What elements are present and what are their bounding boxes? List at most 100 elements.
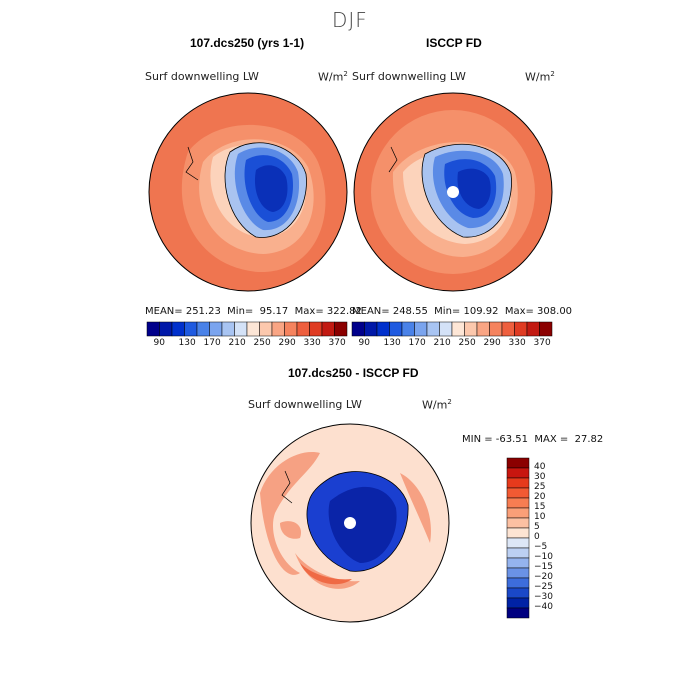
diff-colorbar-swatch: [506, 537, 530, 549]
right-colorbar-swatch: [489, 321, 503, 337]
left-panel-title: 107.dcs250 (yrs 1-1): [190, 36, 305, 50]
right-colorbar-tick-label: 90: [358, 338, 370, 348]
diff-colorbar-tick-label: 25: [534, 482, 546, 492]
diff-colorbar-swatch: [506, 527, 530, 539]
right-colorbar-swatch: [364, 321, 378, 337]
left-panel-stats: MEAN= 251.23 Min= 95.17 Max= 322.82: [145, 306, 362, 317]
right-colorbar-swatch: [501, 321, 515, 337]
left-polar-map: [148, 92, 348, 292]
left-colorbar: [146, 321, 348, 337]
diff-colorbar-swatch: [506, 507, 530, 519]
right-colorbar-swatch: [526, 321, 540, 337]
left-colorbar-swatch: [246, 321, 260, 337]
right-colorbar-swatch: [439, 321, 453, 337]
diff-colorbar-tick-label: 0: [534, 532, 540, 542]
right-colorbar-tick-label: 250: [458, 338, 476, 348]
diff-colorbar-swatch: [506, 597, 530, 609]
diff-colorbar-swatch: [506, 477, 530, 489]
left-colorbar-ticks: 90 130 170 210 250 290 330 370: [147, 338, 347, 350]
left-colorbar-swatch: [284, 321, 298, 337]
diff-colorbar-tick-label: −10: [534, 552, 553, 562]
diff-panel-stats: MIN = -63.51 MAX = 27.82: [462, 434, 604, 445]
diff-colorbar-tick-label: −5: [534, 542, 548, 552]
left-colorbar-swatch: [309, 321, 323, 337]
left-units-base: W/m: [318, 70, 344, 84]
diff-colorbar-tick-label: 40: [534, 462, 546, 472]
right-colorbar-swatch: [451, 321, 465, 337]
diff-colorbar-tick-label: −15: [534, 562, 553, 572]
left-colorbar-tick-label: 250: [253, 338, 271, 348]
left-colorbar-swatch: [196, 321, 210, 337]
diff-colorbar-tick-label: 5: [534, 522, 540, 532]
diff-colorbar-swatch: [506, 557, 530, 569]
diff-colorbar: [506, 457, 530, 619]
right-colorbar-tick-label: 170: [408, 338, 426, 348]
left-colorbar-swatch: [171, 321, 185, 337]
left-colorbar-swatch: [209, 321, 223, 337]
left-colorbar-swatch: [184, 321, 198, 337]
right-panel-units: W/m2: [525, 70, 555, 84]
right-colorbar-swatch: [539, 321, 553, 337]
right-colorbar-tick-label: 370: [533, 338, 551, 348]
left-colorbar-tick-label: 130: [178, 338, 196, 348]
right-colorbar-swatch: [426, 321, 440, 337]
diff-units-base: W/m: [422, 398, 448, 412]
left-colorbar-swatch: [271, 321, 285, 337]
diff-colorbar-swatch: [506, 517, 530, 529]
left-colorbar-swatch: [146, 321, 160, 337]
left-colorbar-tick-label: 90: [153, 338, 165, 348]
left-colorbar-swatch: [234, 321, 248, 337]
diff-units-exp: 2: [447, 398, 452, 406]
diff-colorbar-swatch: [506, 577, 530, 589]
diff-panel-title: 107.dcs250 - ISCCP FD: [288, 366, 419, 380]
right-units-exp: 2: [550, 70, 555, 78]
diff-colorbar-swatch: [506, 497, 530, 509]
diff-polar-map: [250, 423, 450, 623]
left-colorbar-swatch: [296, 321, 310, 337]
diff-panel-variable: Surf downwelling LW: [248, 398, 362, 411]
right-colorbar-swatch: [351, 321, 365, 337]
right-colorbar-swatch: [401, 321, 415, 337]
left-colorbar-swatch: [259, 321, 273, 337]
figure-title: DJF: [332, 8, 368, 32]
diff-colorbar-tick-label: −30: [534, 592, 553, 602]
right-colorbar: [351, 321, 553, 337]
left-panel-variable: Surf downwelling LW: [145, 70, 259, 83]
diff-panel-units: W/m2: [422, 398, 452, 412]
diff-colorbar-swatch: [506, 457, 530, 469]
left-colorbar-swatch: [321, 321, 335, 337]
left-panel-units: W/m2: [318, 70, 348, 84]
left-colorbar-tick-label: 370: [328, 338, 346, 348]
diff-colorbar-swatch: [506, 467, 530, 479]
left-colorbar-swatch: [334, 321, 348, 337]
right-colorbar-swatch: [464, 321, 478, 337]
left-colorbar-swatch: [159, 321, 173, 337]
left-colorbar-tick-label: 330: [303, 338, 321, 348]
right-colorbar-tick-label: 210: [433, 338, 451, 348]
diff-colorbar-swatch: [506, 567, 530, 579]
diff-colorbar-tick-label: 10: [534, 512, 546, 522]
left-colorbar-tick-label: 290: [278, 338, 296, 348]
diff-colorbar-tick-label: −25: [534, 582, 553, 592]
diff-colorbar-ticks: 40 30 25 20 15 10 5 0 −5 −10 −15 −20 −25 −30 −40: [534, 458, 574, 618]
right-units-base: W/m: [525, 70, 551, 84]
right-colorbar-swatch: [376, 321, 390, 337]
diff-colorbar-swatch: [506, 547, 530, 559]
diff-colorbar-swatch: [506, 587, 530, 599]
right-panel-variable: Surf downwelling LW: [352, 70, 466, 83]
diff-colorbar-tick-label: −20: [534, 572, 553, 582]
diff-colorbar-swatch: [506, 607, 530, 619]
right-panel-title: ISCCP FD: [426, 36, 482, 50]
right-panel-stats: MEAN= 248.55 Min= 109.92 Max= 308.00: [352, 306, 573, 317]
left-colorbar-tick-label: 170: [203, 338, 221, 348]
right-colorbar-ticks: 90 130 170 210 250 290 330 370: [352, 338, 552, 350]
diff-colorbar-tick-label: 30: [534, 472, 546, 482]
right-colorbar-tick-label: 130: [383, 338, 401, 348]
right-colorbar-swatch: [414, 321, 428, 337]
right-colorbar-swatch: [389, 321, 403, 337]
right-colorbar-swatch: [514, 321, 528, 337]
left-colorbar-swatch: [221, 321, 235, 337]
diff-colorbar-tick-label: 15: [534, 502, 546, 512]
left-units-exp: 2: [343, 70, 348, 78]
right-colorbar-tick-label: 290: [483, 338, 501, 348]
